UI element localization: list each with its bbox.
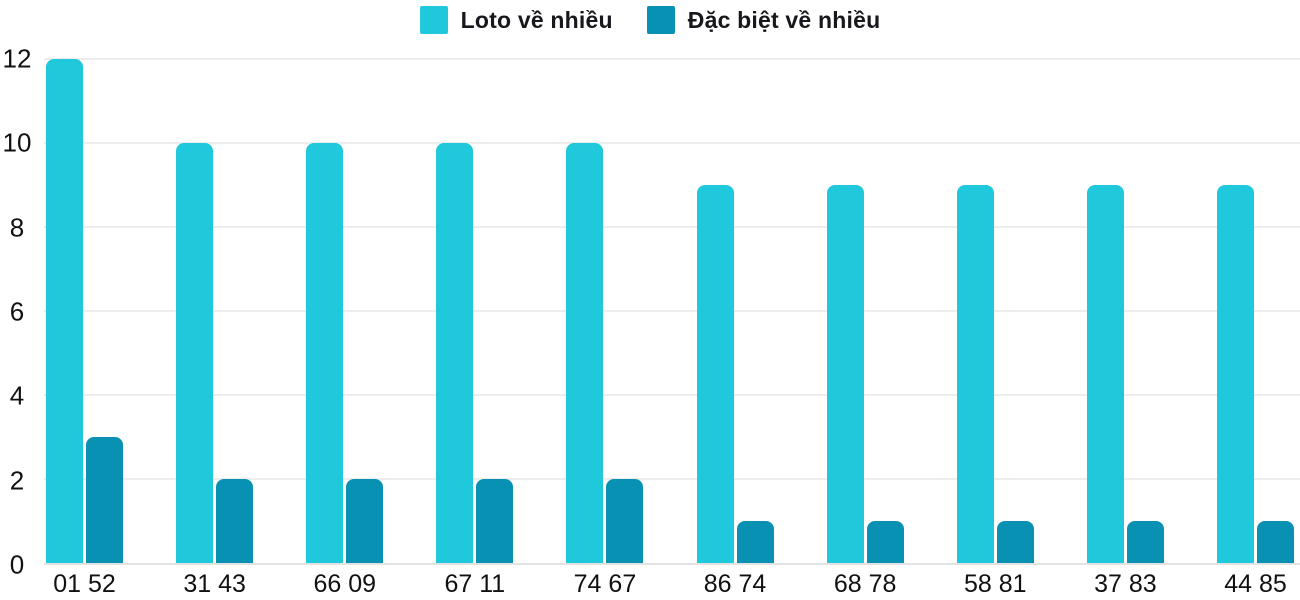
bar-group: 37 83 [1086,59,1164,598]
bar-group: 31 43 [176,59,254,598]
x-axis-label: 66 09 [313,570,376,598]
bar-groups: 01 52 31 43 66 09 67 11 74 67 86 74 68 78 58 81… [44,59,1300,598]
legend-swatch-loto-ve-nhieu [419,6,448,34]
legend-item-loto-ve-nhieu[interactable]: Loto về nhiều [419,6,613,34]
gridline [44,58,1300,60]
bar [46,59,83,563]
y-tick-label: 10 [2,127,32,158]
bar [736,521,774,563]
y-tick-label: 6 [9,296,25,327]
y-tick-label: 12 [2,43,32,74]
x-axis-label: 31 43 [183,570,246,598]
gridline [44,226,1300,228]
y-tick-label: 0 [9,549,25,580]
bar-group: 44 85 [1216,59,1294,598]
bar [476,479,514,563]
x-axis-label: 74 67 [573,570,637,598]
y-tick-label: 4 [9,380,25,411]
legend-label-loto-ve-nhieu: Loto về nhiều [460,6,613,33]
bar [306,143,344,563]
bar [866,521,904,563]
bar [696,185,734,563]
bar [1126,521,1164,563]
bar [1216,185,1254,563]
bar [346,479,384,563]
bar-group: 74 67 [566,59,644,598]
bar [956,185,994,563]
bar [826,185,864,563]
legend-label-dac-biet-ve-nhieu: Đặc biệt về nhiều [687,6,881,33]
y-axis-labels: 0 2 4 6 8 10 12 [0,44,34,580]
plot-area: 01 52 31 43 66 09 67 11 74 67 86 74 68 78 58 81… [44,58,1300,598]
bar-group: 58 81 [956,59,1034,598]
y-tick-label: 2 [9,465,25,496]
x-axis-label: 68 78 [833,570,897,598]
bar [1086,185,1124,563]
x-axis-label: 58 81 [963,570,1027,598]
bar [606,479,644,563]
gridline [44,478,1300,480]
legend-item-dac-biet-ve-nhieu[interactable]: Đặc biệt về nhiều [646,6,881,34]
legend-swatch-dac-biet-ve-nhieu [646,6,675,34]
bar [86,437,123,563]
bar [436,143,474,563]
bar-group: 66 09 [306,59,384,598]
gridline [44,394,1300,396]
x-axis-label: 86 74 [703,570,767,598]
bar-group: 68 78 [826,59,904,598]
legend: Loto về nhiều Đặc biệt về nhiều [0,6,1300,34]
bar-group: 86 74 [696,59,774,598]
bar [176,143,214,563]
y-tick-label: 8 [9,212,25,243]
gridline [44,310,1300,312]
bar-group: 67 11 [436,59,514,598]
bar [996,521,1034,563]
bar [566,143,604,563]
x-axis-label: 67 11 [444,570,506,598]
x-axis-label: 37 83 [1094,570,1157,598]
x-axis-label: 01 52 [53,570,116,598]
x-axis-label: 44 85 [1224,570,1287,598]
bar [216,479,254,563]
gridlines [44,58,1300,563]
bar [1256,521,1294,563]
bar-group: 01 52 [46,59,123,598]
gridline [44,142,1300,144]
